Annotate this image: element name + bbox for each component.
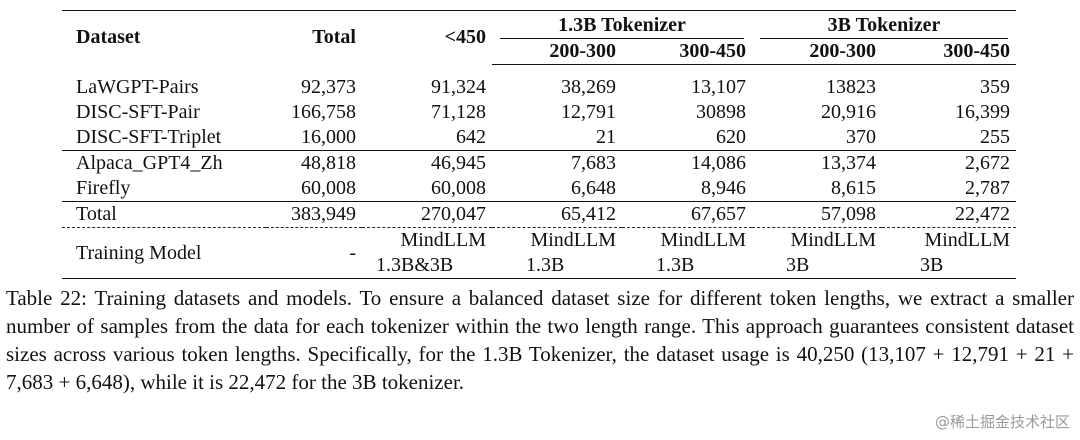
header-sub-4: 300-450 [882,39,1017,65]
model-name: MindLLM [790,229,877,251]
cell-a2: MindLLM 1.3B [622,227,753,279]
cell-lt450: 270,047 [362,201,492,228]
cell-a2: 14,086 [622,150,753,176]
cell-b2: 359 [980,76,1011,98]
model-size: 1.3B [526,254,565,276]
cell-total: 60,008 [301,177,356,199]
cell-total: 383,949 [266,201,362,228]
header-row-2: 200-300 300-450 200-300 300-450 [62,39,1017,65]
cell-lt450: 71,128 [431,101,486,123]
cell-b1: 20,916 [821,101,877,123]
group-1-label: 1.3B Tokenizer [500,13,745,39]
cell-a1: 6,648 [571,177,616,199]
group-2-label: 3B Tokenizer [760,13,1009,39]
cell-a1: MindLLM 1.3B [492,227,622,279]
row-name: DISC-SFT-Triplet [76,126,222,148]
header-group-3b-tokenizer: 3B Tokenizer [752,10,1017,39]
cell-total: 48,818 [266,150,362,176]
cell-b1: MindLLM 3B [752,227,883,279]
header-row-1: Dataset Total <450 1.3B Tokenizer 3B Tok… [62,10,1017,65]
model-name: MindLLM [530,229,616,251]
model-size: 1.3B&3B [376,254,454,276]
header-total: Total [266,10,362,65]
watermark: @稀土掘金技术社区 [934,413,1070,431]
row-name: Training Model [62,227,266,279]
total-row: Total 383,949 270,047 65,412 67,657 57,0… [62,201,1017,228]
cell-a1: 65,412 [492,201,622,228]
cell-lt450: MindLLM 1.3B&3B [362,227,492,279]
row-name: LaWGPT-Pairs [76,75,199,98]
cell-b2: 255 [980,126,1011,148]
cell-total: 92,373 [301,75,356,98]
cell-b2: MindLLM 3B [882,227,1017,279]
cell-a1: 7,683 [492,150,622,176]
table-row: LaWGPT-Pairs 92,373 91,324 38,269 13,107… [62,65,1016,101]
row-name: DISC-SFT-Pair [76,101,200,123]
row-name: Alpaca_GPT4_Zh [62,150,266,176]
cell-total: - [266,227,362,279]
header-sub-2: 300-450 [622,39,753,65]
cell-a2: 67,657 [622,201,753,228]
table-row: Firefly 60,008 60,008 6,648 8,946 8,615 … [62,176,1016,202]
model-name: MindLLM [924,229,1011,251]
header-sub-1: 200-300 [492,39,622,65]
cell-b1: 8,615 [831,177,877,199]
cell-b2: 22,472 [882,201,1017,228]
model-name: MindLLM [660,229,747,251]
cell-total: 166,758 [291,101,356,123]
cell-b2: 2,787 [965,177,1011,199]
cell-b1: 57,098 [752,201,883,228]
training-model-row: Training Model - MindLLM 1.3B&3B MindLLM… [62,227,1017,279]
data-table-container: Dataset Total <450 1.3B Tokenizer 3B Tok… [62,10,1017,279]
header-dataset: Dataset [62,10,266,65]
cell-b2: 2,672 [882,150,1017,176]
cell-lt450: 642 [456,126,486,148]
cell-b1: 13823 [826,76,877,98]
cell-b1: 13,374 [752,150,883,176]
cell-a1: 21 [596,126,616,148]
row-name: Total [62,201,266,228]
cell-a2: 13,107 [691,76,747,98]
model-size: 3B [920,254,944,276]
cell-lt450: 60,008 [431,177,486,199]
row-name: Firefly [76,177,131,199]
cell-a2: 620 [716,126,747,148]
training-datasets-table: Dataset Total <450 1.3B Tokenizer 3B Tok… [62,10,1017,279]
cell-a2: 8,946 [701,177,747,199]
table-row: DISC-SFT-Triplet 16,000 642 21 620 370 2… [62,125,1016,151]
header-group-1-3b-tokenizer: 1.3B Tokenizer [492,10,753,39]
table-row: Alpaca_GPT4_Zh 48,818 46,945 7,683 14,08… [62,150,1017,176]
model-name: MindLLM [400,229,486,251]
cell-b2: 16,399 [955,101,1011,123]
cell-b1: 370 [846,126,877,148]
model-size: 3B [786,254,810,276]
table-caption: Table 22: Training datasets and models. … [6,286,1074,394]
cell-a1: 12,791 [561,101,616,123]
cell-a1: 38,269 [561,76,616,98]
header-lt450: <450 [362,10,492,65]
header-sub-3: 200-300 [752,39,883,65]
table-row: DISC-SFT-Pair 166,758 71,128 12,791 3089… [62,100,1016,125]
cell-total: 16,000 [301,126,356,148]
cell-lt450: 46,945 [362,150,492,176]
cell-a2: 30898 [696,101,747,123]
model-size: 1.3B [656,254,695,276]
cell-lt450: 91,324 [431,75,486,98]
